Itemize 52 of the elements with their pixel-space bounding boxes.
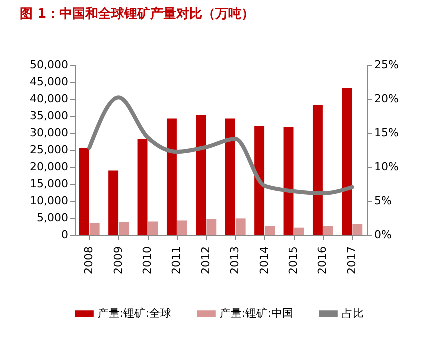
x-tick-label: 2008 (82, 246, 96, 274)
bar (148, 222, 158, 235)
y-tick-label: 10,000 (30, 194, 68, 208)
legend-label: 产量:锂矿:全球 (98, 306, 172, 320)
y-tick-label: 20,000 (30, 160, 68, 174)
y2-tick-label: 25% (374, 58, 399, 72)
bar (108, 170, 119, 235)
bar (177, 220, 188, 235)
bar (79, 148, 90, 235)
bar (294, 228, 304, 235)
x-tick-label: 2016 (316, 246, 330, 274)
y-tick-label: 35,000 (30, 110, 68, 122)
legend-label: 产量:锂矿:中国 (220, 306, 294, 320)
y-tick-label: 5,000 (37, 212, 68, 224)
bar (138, 139, 148, 235)
bar (236, 218, 246, 235)
y-tick-label: 15,000 (30, 178, 68, 190)
x-tick-label: 2011 (170, 246, 184, 274)
y-tick-label: 40,000 (30, 92, 68, 106)
bar (196, 115, 206, 235)
x-tick-label: 2013 (228, 246, 242, 274)
bar (90, 223, 100, 235)
bar (254, 126, 265, 235)
x-tick-label: 2009 (112, 246, 125, 274)
y2-tick-label: 10% (374, 160, 399, 174)
y2-tick-label: 20% (374, 92, 399, 106)
x-tick-label: 2015 (287, 246, 300, 274)
y2-tick-label: 0% (374, 228, 392, 242)
bar (119, 222, 130, 235)
chart-title: 图 1：中国和全球锂矿产量对比（万吨） (20, 6, 255, 22)
y-tick-label: 30,000 (30, 126, 68, 140)
bar (284, 127, 294, 235)
bar (225, 118, 236, 235)
y2-tick-label: 5% (374, 194, 392, 208)
bar (265, 226, 276, 235)
y-tick-label: 50,000 (30, 58, 68, 72)
y-tick-label: 45,000 (30, 76, 68, 88)
bar (323, 226, 334, 235)
bar (342, 88, 352, 235)
bar (312, 105, 323, 235)
bar (206, 219, 217, 235)
y-tick-label: 25,000 (30, 144, 68, 156)
legend-label: 占比 (342, 306, 364, 320)
x-tick-label: 2017 (345, 246, 358, 274)
line-series (88, 96, 354, 196)
x-tick-label: 2012 (199, 246, 212, 274)
x-tick-label: 2010 (141, 246, 154, 274)
bar (352, 224, 363, 235)
y-tick-label: 0 (62, 228, 68, 242)
bar (166, 118, 177, 235)
x-tick-label: 2014 (258, 246, 271, 274)
y2-tick-label: 15% (374, 126, 399, 140)
